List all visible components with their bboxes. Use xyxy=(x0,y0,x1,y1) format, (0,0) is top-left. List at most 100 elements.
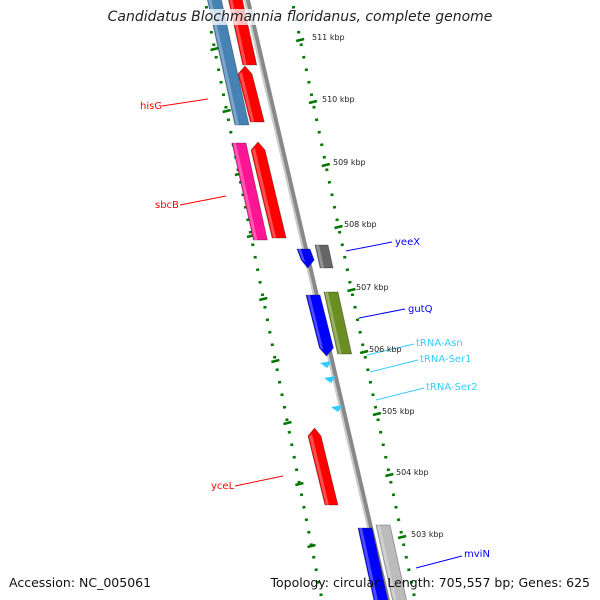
tick-dot xyxy=(287,430,292,434)
gene-sbcB[interactable] xyxy=(250,141,287,239)
tick-dot xyxy=(226,118,231,122)
gene-label-tRNA-Ser2[interactable]: tRNA-Ser2 xyxy=(426,382,478,393)
tick-dot xyxy=(304,518,309,522)
tick-dot xyxy=(386,468,391,472)
gene-blue-small[interactable] xyxy=(296,248,315,269)
tick-dot xyxy=(399,530,403,534)
tick-major xyxy=(307,543,316,549)
gene-label-tRNA-Asn[interactable]: tRNA-Asn xyxy=(416,338,463,349)
tick-dot xyxy=(319,593,323,597)
tick-dot xyxy=(368,380,373,384)
tick-dot xyxy=(389,480,393,484)
tick-dot xyxy=(314,568,318,572)
trna-gene-2[interactable] xyxy=(324,376,336,383)
tick-dot xyxy=(285,418,289,422)
tick-dot xyxy=(260,293,265,297)
tick-dot xyxy=(337,230,342,234)
tick-major xyxy=(359,349,369,355)
tick-dot xyxy=(282,405,287,409)
tick-dot xyxy=(325,168,329,172)
tick-dot xyxy=(381,443,385,447)
tick-major xyxy=(372,411,382,417)
tick-dot xyxy=(299,43,303,47)
gene-labels: hisG sbcB yceL yeeX gutQ tRNA-Asn tRNA-S… xyxy=(140,101,490,560)
kbp-label: 506 kbp xyxy=(369,345,402,354)
gene-label-sbcB[interactable]: sbcB xyxy=(155,200,179,211)
tick-dot xyxy=(219,80,223,84)
tick-major xyxy=(259,296,268,302)
tick-dot xyxy=(251,243,255,247)
tick-dot xyxy=(350,293,355,297)
genome-summary: Topology: circular; Length: 705,557 bp; … xyxy=(270,575,591,590)
gene-blue-gutQ[interactable] xyxy=(305,294,334,357)
tick-dot xyxy=(277,380,282,384)
tick-dot xyxy=(214,55,218,59)
gene-label-gutQ[interactable]: gutQ xyxy=(408,304,433,315)
tick-dot xyxy=(348,280,352,284)
tick-dot xyxy=(275,368,279,372)
tick-dot xyxy=(268,330,272,334)
tick-dot xyxy=(332,205,337,209)
kbp-label: 503 kbp xyxy=(411,530,444,539)
tick-dot xyxy=(297,480,301,484)
tick-dot xyxy=(299,493,304,497)
tick-major xyxy=(271,358,280,364)
tick-dot xyxy=(312,555,316,559)
gene-hisG[interactable] xyxy=(237,65,265,123)
tick-dot xyxy=(391,493,396,497)
tick-dot xyxy=(296,30,301,34)
tick-dot xyxy=(409,580,414,584)
trna-gene-1[interactable] xyxy=(320,361,332,368)
tick-major xyxy=(397,534,407,540)
tick-dot xyxy=(253,255,257,259)
tick-dot xyxy=(307,80,311,84)
gene-pink[interactable] xyxy=(231,142,268,241)
tick-dot xyxy=(361,343,365,347)
tick-dot xyxy=(320,143,324,147)
accession-label: Accession: NC_005061 xyxy=(9,575,152,590)
tick-dot xyxy=(327,180,332,184)
tick-dot xyxy=(314,118,319,122)
tick-major xyxy=(295,37,305,43)
tick-dot xyxy=(292,455,296,459)
tick-dot xyxy=(229,130,233,134)
gene-gray-2[interactable] xyxy=(375,524,408,600)
tick-dot xyxy=(316,580,321,584)
gene-label-tRNA-Ser1[interactable]: tRNA-Ser1 xyxy=(420,354,472,365)
tick-dot xyxy=(404,555,408,559)
gene-blue-1[interactable] xyxy=(207,0,250,126)
tick-dot xyxy=(212,43,216,47)
gene-gutQ[interactable] xyxy=(323,291,353,355)
gene-yeeX[interactable] xyxy=(314,244,334,269)
tick-dot xyxy=(322,155,326,159)
tick-dot xyxy=(221,93,226,97)
kbp-label: 508 kbp xyxy=(344,220,377,229)
gene-label-yeeX[interactable]: yeeX xyxy=(395,237,420,248)
map-title: Candidatus Blochmannia floridanus, compl… xyxy=(0,9,600,25)
trna-gene-3[interactable] xyxy=(331,405,343,412)
tick-dot xyxy=(290,443,294,447)
tick-dot xyxy=(307,530,311,534)
gene-yceL[interactable] xyxy=(307,427,339,506)
gene-label-hisG[interactable]: hisG xyxy=(140,101,162,112)
tick-dot xyxy=(224,105,228,109)
tick-dot xyxy=(353,305,357,309)
tick-dot xyxy=(363,355,367,359)
gene-mviN[interactable] xyxy=(357,527,389,600)
tick-dot xyxy=(280,393,284,397)
gene-label-mviN[interactable]: mviN xyxy=(464,549,490,560)
kbp-label: 511 kbp xyxy=(312,33,345,42)
tick-dot xyxy=(309,93,314,97)
tick-dot xyxy=(402,543,406,547)
tick-major xyxy=(334,224,343,230)
gene-label-yceL[interactable]: yceL xyxy=(211,481,235,492)
tick-dot xyxy=(258,280,262,284)
tick-dot xyxy=(317,130,321,134)
tick-dot xyxy=(345,268,350,272)
kbp-label: 505 kbp xyxy=(382,407,415,416)
tick-dot xyxy=(355,318,360,322)
tick-dot xyxy=(412,593,416,597)
tick-major xyxy=(222,108,231,114)
tick-major xyxy=(321,162,331,168)
